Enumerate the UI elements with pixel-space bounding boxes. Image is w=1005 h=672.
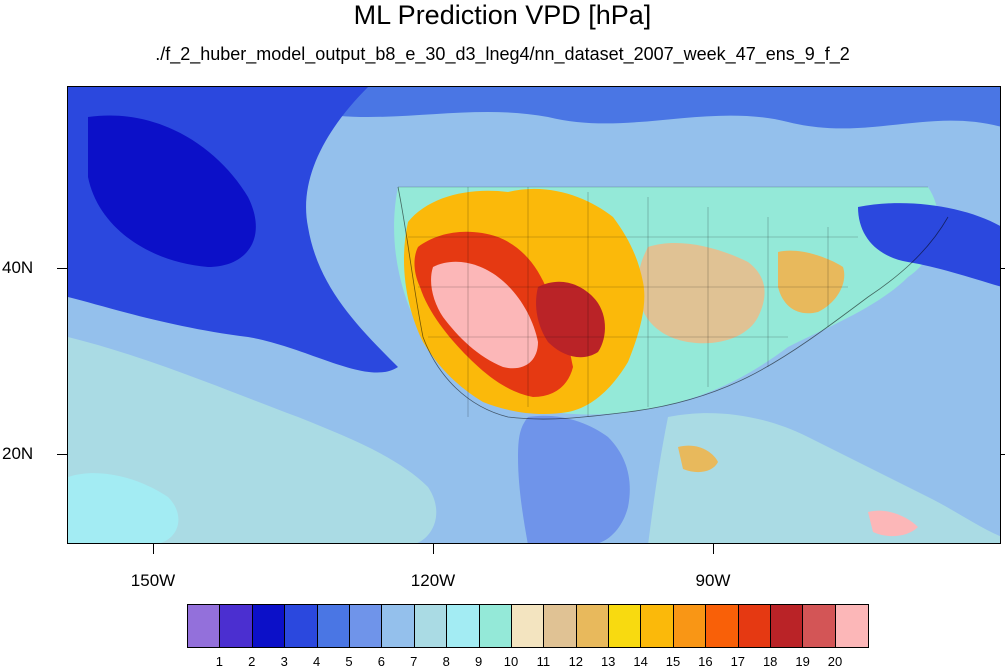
gulf-caribbean	[648, 413, 1000, 543]
colorbar-swatch-19	[803, 605, 836, 647]
subtropical-pacific	[68, 337, 437, 543]
colorbar-swatch-0	[188, 605, 221, 647]
colorbar-swatch-20	[835, 605, 869, 647]
northeast-cold-region	[858, 203, 1000, 287]
colorbar-label-15: 15	[665, 654, 681, 669]
coastline	[397, 186, 949, 420]
colorbar-label-17: 17	[730, 654, 746, 669]
colorbar-swatch-6	[382, 605, 415, 647]
colorbar-label-12: 12	[568, 654, 584, 669]
colorbar-label-2: 2	[248, 654, 256, 669]
colorbar-swatch-15	[673, 605, 707, 647]
vpd-map-svg	[68, 87, 1000, 543]
tick-20n-left	[57, 454, 67, 455]
colorbar-label-4: 4	[312, 654, 321, 669]
desert-maximum-vpd	[431, 261, 538, 369]
colorbar-label-9: 9	[474, 654, 483, 669]
colorbar-swatch-16	[706, 605, 739, 647]
colorbar-swatch-9	[479, 605, 512, 647]
mexico-region	[518, 415, 630, 543]
colorbar-swatch-14	[641, 605, 674, 647]
caribbean-hotspot	[868, 510, 918, 537]
colorbar-label-5: 5	[345, 654, 353, 669]
chart-title: ML Prediction VPD [hPa]	[353, 0, 652, 30]
lon-label-150w: 150W	[130, 571, 176, 590]
lon-label-120w: 120W	[410, 571, 456, 590]
tick-20n-right	[1001, 454, 1005, 455]
colorbar	[187, 604, 870, 648]
state-boundaries-vertical	[467, 187, 829, 417]
colorbar-swatch-17	[738, 605, 772, 647]
colorbar-swatch-13	[609, 605, 642, 647]
colorbar-swatch-2	[252, 605, 286, 647]
colorbar-swatch-8	[447, 605, 480, 647]
cuba-moderate	[678, 445, 718, 473]
pacific-cold-core	[88, 115, 256, 267]
tick-40n-left	[57, 268, 67, 269]
colorbar-swatch-3	[285, 605, 318, 647]
colorbar-swatch-7	[414, 605, 448, 647]
colorbar-label-13: 13	[600, 654, 616, 669]
colorbar-label-8: 8	[442, 654, 450, 669]
colorbar-label-6: 6	[377, 654, 385, 669]
central-plains-moderate	[638, 242, 765, 344]
tick-40n-right	[1001, 268, 1005, 269]
state-boundaries	[398, 186, 928, 338]
colorbar-label-18: 18	[762, 654, 778, 669]
southern-highlands-hotspot	[536, 281, 605, 358]
colorbar-swatch-18	[771, 605, 804, 647]
hawaii-ocean	[68, 473, 179, 543]
colorbar-swatch-10	[511, 605, 545, 647]
colorbar-swatch-11	[544, 605, 577, 647]
lon-label-90w: 90W	[695, 571, 731, 590]
colorbar-label-14: 14	[633, 654, 648, 669]
colorbar-label-19: 19	[795, 654, 810, 669]
colorbar-label-10: 10	[503, 654, 519, 669]
colorbar-label-11: 11	[536, 654, 551, 669]
appalachian-moderate	[778, 250, 845, 314]
colorbar-label-7: 7	[410, 654, 418, 669]
tick-90w	[713, 544, 714, 554]
tick-150w	[153, 544, 154, 554]
tick-120w	[433, 544, 434, 554]
colorbar-label-1: 1	[215, 654, 223, 669]
colorbar-label-3: 3	[280, 654, 288, 669]
lat-label-40n: 40N	[2, 258, 34, 277]
chart-subtitle: ./f_2_huber_model_output_b8_e_30_d3_lneg…	[155, 44, 850, 64]
lat-label-20n: 20N	[2, 444, 34, 463]
vpd-map	[67, 86, 1001, 544]
colorbar-swatch-12	[576, 605, 610, 647]
colorbar-label-20: 20	[827, 654, 843, 669]
colorbar-swatch-4	[317, 605, 350, 647]
colorbar-label-16: 16	[698, 654, 713, 669]
colorbar-swatch-5	[349, 605, 383, 647]
colorbar-swatch-1	[220, 605, 253, 647]
